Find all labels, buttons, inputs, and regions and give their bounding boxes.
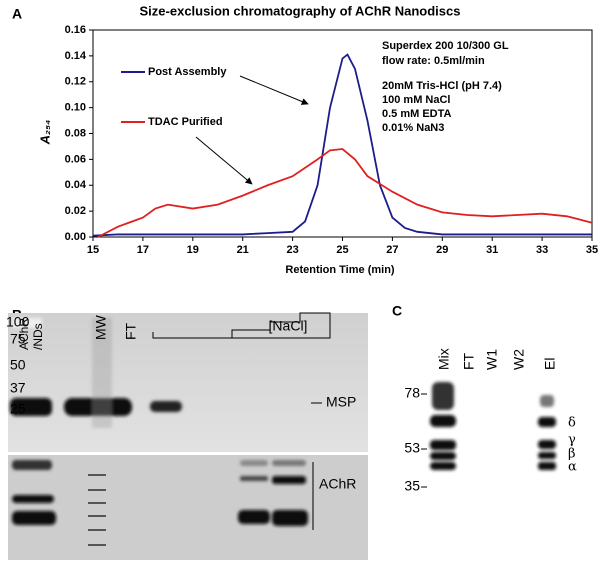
y-tick-label: 0.12 xyxy=(65,76,86,88)
y-tick-label: 0.02 xyxy=(65,205,86,217)
x-tick-label: 17 xyxy=(137,244,149,256)
lane-label: El xyxy=(542,358,558,370)
salt-label: [NaCl] xyxy=(269,318,308,334)
band-label: AChR xyxy=(319,476,356,492)
marker-label: 50 xyxy=(10,357,26,373)
marker-label: 75 xyxy=(10,331,26,347)
x-tick-label: 33 xyxy=(536,244,548,256)
gel-c: Mix FT W1 W2 El 78 53 35 δ γ β α xyxy=(404,348,577,502)
subunit-label: α xyxy=(568,460,577,475)
lane-label: FT xyxy=(123,322,139,340)
x-tick-label: 31 xyxy=(486,244,498,256)
y-tick-label: 0.04 xyxy=(65,179,87,191)
panel-label: A xyxy=(12,6,22,22)
lane-label: /NDs xyxy=(31,323,45,350)
lane-label: MW xyxy=(93,314,109,340)
x-tick-label: 15 xyxy=(87,244,99,256)
y-tick-label: 0.06 xyxy=(65,153,86,165)
gel-top xyxy=(8,313,368,452)
x-tick-label: 35 xyxy=(586,244,598,256)
x-tick-label: 25 xyxy=(336,244,348,256)
lane-label: AChR xyxy=(17,318,31,350)
annotation: 0.5 mM EDTA xyxy=(382,108,452,120)
ladder xyxy=(88,474,106,546)
subunit-label: δ xyxy=(568,416,576,431)
salt-gradient xyxy=(152,312,331,339)
y-tick-label: 0.14 xyxy=(65,50,87,62)
chart-title: Size-exclusion chromatography of AChR Na… xyxy=(140,3,461,18)
y-axis-label: A₂₅₄ xyxy=(37,120,52,146)
arrow xyxy=(239,75,309,105)
panel-label: C xyxy=(392,303,402,319)
band-label: MSP xyxy=(326,394,356,410)
lane-label: Mix xyxy=(436,348,452,370)
x-axis-label: Retention Time (min) xyxy=(285,264,395,276)
arrow xyxy=(195,136,253,185)
marker-label: 35 xyxy=(404,478,420,494)
subunit-label: β xyxy=(568,447,576,462)
gel-bottom xyxy=(8,455,368,560)
annotation: 100 mM NaCl xyxy=(382,94,450,106)
marker-label: 78 xyxy=(404,385,420,401)
y-tick-label: 0.10 xyxy=(65,102,86,114)
gel-b: AChR /NDs MW FT [NaCl] 100 75 50 37 25 M… xyxy=(6,312,368,560)
marker-label: 37 xyxy=(10,380,26,396)
lane-label: W1 xyxy=(484,349,500,370)
bands xyxy=(430,382,556,470)
x-tick-label: 29 xyxy=(436,244,448,256)
legend-label: Post Assembly xyxy=(148,66,227,78)
annotation: 0.01% NaN3 xyxy=(382,122,444,134)
legend-label: TDAC Purified xyxy=(148,116,223,128)
y-tick-label: 0.00 xyxy=(65,231,86,243)
bands xyxy=(10,318,308,526)
marker-label: 53 xyxy=(404,440,420,456)
marker-label: 25 xyxy=(10,401,26,417)
annotation: 20mM Tris-HCl (pH 7.4) xyxy=(382,80,502,92)
lane-label: W2 xyxy=(511,349,527,370)
annotation: Superdex 200 10/300 GL xyxy=(382,40,509,52)
lane-label: FT xyxy=(461,352,477,370)
marker-ticks xyxy=(421,393,427,488)
y-tick-label: 0.08 xyxy=(65,127,86,139)
annotation: flow rate: 0.5ml/min xyxy=(382,55,485,67)
series-line xyxy=(92,53,592,237)
x-tick-label: 23 xyxy=(286,244,298,256)
x-tick-label: 27 xyxy=(386,244,398,256)
chart-a: 0.00 0.02 0.04 0.06 0.08 0.10 0.12 0.14 0.16 15 17… xyxy=(65,24,599,256)
x-tick-label: 19 xyxy=(187,244,199,256)
subunit-label: γ xyxy=(568,433,576,448)
y-tick-label: 0.16 xyxy=(65,24,86,36)
marker-label: 100 xyxy=(6,314,30,330)
series-line xyxy=(97,148,593,238)
x-tick-label: 21 xyxy=(237,244,249,256)
